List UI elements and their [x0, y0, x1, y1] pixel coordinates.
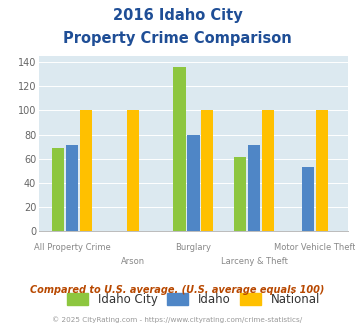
- Bar: [316, 110, 328, 231]
- Text: Arson: Arson: [121, 257, 145, 266]
- Text: © 2025 CityRating.com - https://www.cityrating.com/crime-statistics/: © 2025 CityRating.com - https://www.city…: [53, 317, 302, 323]
- Bar: [262, 110, 274, 231]
- Bar: [187, 135, 200, 231]
- Text: Larceny & Theft: Larceny & Theft: [220, 257, 288, 266]
- Bar: [53, 148, 65, 231]
- Bar: [234, 157, 246, 231]
- Text: Property Crime Comparison: Property Crime Comparison: [63, 31, 292, 46]
- Text: 2016 Idaho City: 2016 Idaho City: [113, 8, 242, 23]
- Bar: [302, 167, 314, 231]
- Bar: [127, 110, 139, 231]
- Legend: Idaho City, Idaho, National: Idaho City, Idaho, National: [67, 293, 320, 306]
- Bar: [201, 110, 213, 231]
- Text: Motor Vehicle Theft: Motor Vehicle Theft: [274, 243, 355, 252]
- Text: All Property Crime: All Property Crime: [34, 243, 111, 252]
- Bar: [174, 67, 186, 231]
- Text: Burglary: Burglary: [175, 243, 212, 252]
- Bar: [248, 145, 260, 231]
- Bar: [80, 110, 92, 231]
- Text: Compared to U.S. average. (U.S. average equals 100): Compared to U.S. average. (U.S. average …: [30, 285, 325, 295]
- Bar: [66, 145, 78, 231]
